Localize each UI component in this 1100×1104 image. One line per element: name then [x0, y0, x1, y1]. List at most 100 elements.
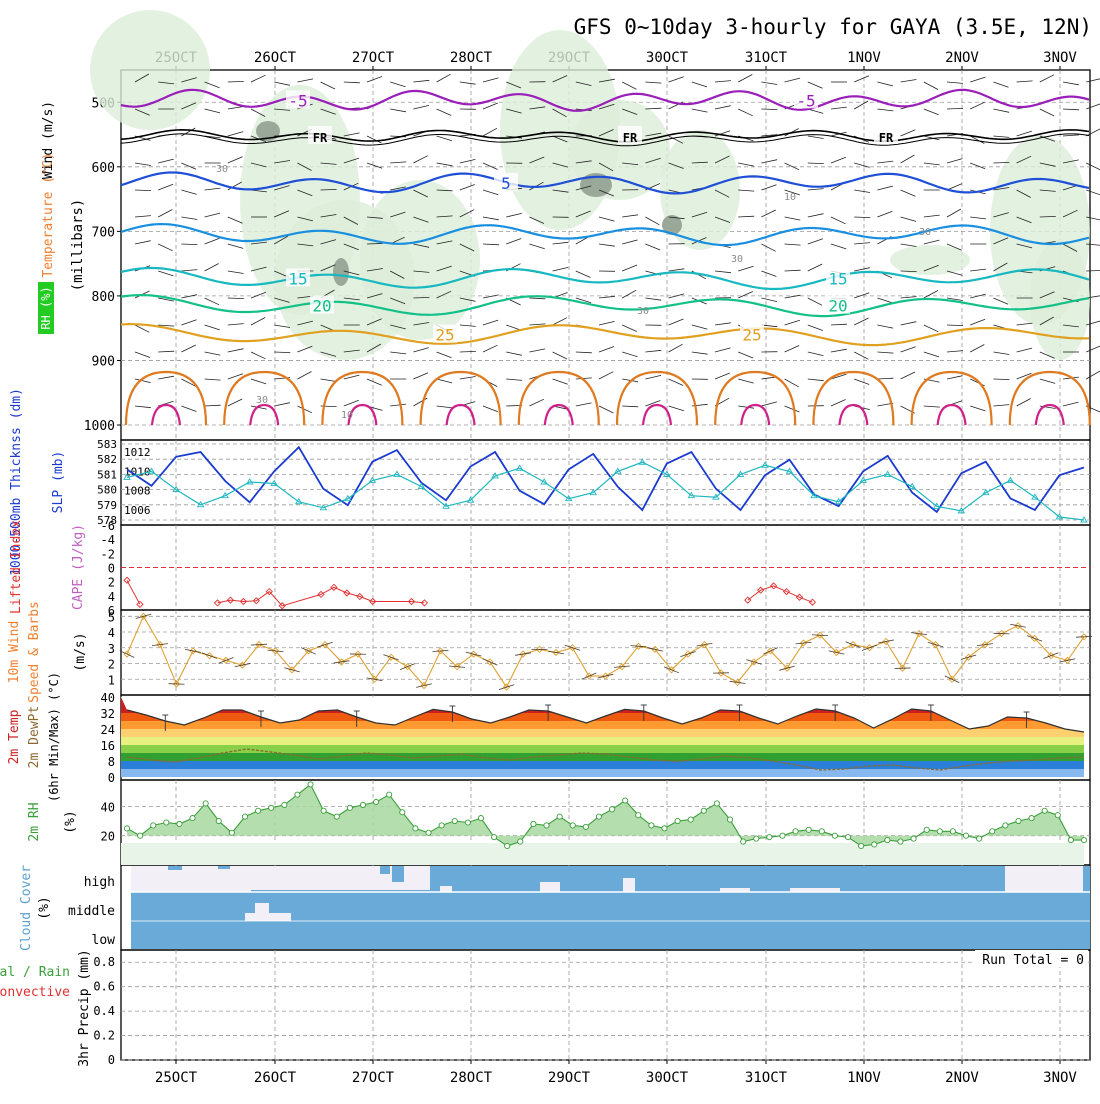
- wind-barb: [274, 352, 290, 353]
- rh-point: [151, 823, 156, 828]
- wind-barb: [367, 163, 382, 168]
- bottom-date-label: 27OCT: [352, 1070, 395, 1086]
- rh-point: [741, 839, 746, 844]
- cloud-cover-cell: [440, 886, 452, 892]
- wind-barb: [437, 109, 452, 116]
- wind-barb: [1017, 323, 1033, 325]
- temperature-color-band: [121, 737, 1084, 745]
- wind-barb: [878, 640, 894, 643]
- wind-barb: [947, 351, 963, 352]
- wind-barb: [344, 82, 360, 83]
- wind-barb: [738, 75, 752, 83]
- wind-barb: [228, 324, 244, 325]
- rh-point: [1068, 837, 1073, 842]
- wind-barb: [808, 264, 822, 271]
- lifted-index-tick-label: 0: [108, 562, 115, 576]
- wind-barb: [970, 345, 984, 353]
- wind-barb: [297, 372, 311, 380]
- lifted-index-line: [748, 586, 813, 602]
- rh-point: [780, 833, 785, 838]
- wind-barb: [645, 108, 661, 109]
- wind-barb: [1040, 109, 1054, 116]
- wind-barb: [390, 162, 406, 163]
- slp-tick-label: 1008: [124, 485, 151, 498]
- wind-barb: [947, 376, 963, 379]
- rh-point: [793, 829, 798, 834]
- top-date-label: 30OCT: [646, 50, 689, 66]
- wind-barb: [483, 103, 498, 109]
- rh-point: [832, 833, 837, 838]
- wind-barb: [205, 264, 219, 272]
- wind-barb: [901, 322, 917, 325]
- cloud-cover-cell: [392, 866, 404, 882]
- wind-barb: [383, 655, 398, 660]
- panel-frame: [121, 610, 1090, 695]
- rh-point: [596, 814, 601, 819]
- top-date-label: 31OCT: [745, 50, 788, 66]
- rh-point: [531, 821, 536, 826]
- isotherm-label: 25: [742, 326, 761, 345]
- cloud-cover-cell: [623, 878, 635, 892]
- wind-barb: [761, 160, 777, 163]
- wind-barb: [599, 296, 615, 298]
- wind-barb: [599, 372, 613, 379]
- wind-barb: [228, 399, 242, 406]
- slp-line: [127, 447, 1084, 512]
- cloud-cover-cell: [218, 866, 230, 869]
- rh-point: [465, 820, 470, 825]
- rh-point: [413, 826, 418, 831]
- rh-point: [1055, 813, 1060, 818]
- rh-point: [321, 808, 326, 813]
- wind-barb: [895, 668, 911, 669]
- wind-barb: [483, 406, 498, 412]
- wind-barb: [622, 290, 636, 298]
- wind-barb: [158, 271, 173, 276]
- rh-point: [387, 792, 392, 797]
- slp-axis-label: SLP (mb): [51, 451, 66, 514]
- wind-barb: [460, 185, 475, 191]
- wind-barb: [622, 325, 637, 332]
- wind-barb: [761, 271, 776, 277]
- thickness-tick-label: 583: [97, 438, 117, 451]
- wind-barb: [181, 270, 197, 271]
- isotherm-line: [121, 324, 1089, 345]
- top-date-label: 28OCT: [450, 50, 493, 66]
- wind-barb: [947, 159, 962, 163]
- wind-barb: [367, 77, 382, 83]
- wind-barb: [251, 352, 266, 359]
- rh-tick-label: 40: [101, 800, 115, 814]
- rh-point: [898, 839, 903, 844]
- wind-barb: [599, 347, 614, 353]
- top-date-label: 26OCT: [254, 50, 297, 66]
- wind-barb: [483, 163, 498, 170]
- wind-barb: [831, 157, 846, 163]
- isotherm-dome: [912, 372, 992, 425]
- wind-barb: [367, 379, 382, 385]
- rh-point: [478, 816, 483, 821]
- wind-barb: [715, 81, 731, 82]
- temperature-color-band: [121, 761, 1084, 769]
- chart-title: GFS 0~10day 3-hourly for GAYA (3.5E, 12N…: [574, 15, 1092, 39]
- cloud-cover-clear: [1005, 866, 1083, 892]
- wind-barb: [1063, 135, 1079, 136]
- wind-barb: [812, 635, 828, 636]
- wind-barb: [645, 244, 660, 250]
- isotherm-dome: [741, 405, 769, 425]
- isotherm-dome: [519, 372, 599, 425]
- wind-barb: [169, 684, 185, 685]
- wind-barb: [1040, 379, 1055, 383]
- rh-area: [127, 784, 1084, 846]
- rh-point: [872, 842, 877, 847]
- wind-barb: [460, 377, 476, 380]
- lifted-index-tick-label: -4: [101, 533, 115, 547]
- wind-barb: [1086, 346, 1100, 352]
- wind-barb: [460, 351, 476, 352]
- wind-barb: [1010, 624, 1026, 627]
- wind-barb: [228, 81, 244, 82]
- wind-barb: [715, 323, 731, 325]
- wind-barb: [993, 352, 1009, 355]
- slp-tick-label: 1006: [124, 504, 151, 517]
- rh-contour-label: 30: [256, 395, 268, 406]
- wind-barb: [205, 213, 221, 217]
- rh-point: [675, 818, 680, 823]
